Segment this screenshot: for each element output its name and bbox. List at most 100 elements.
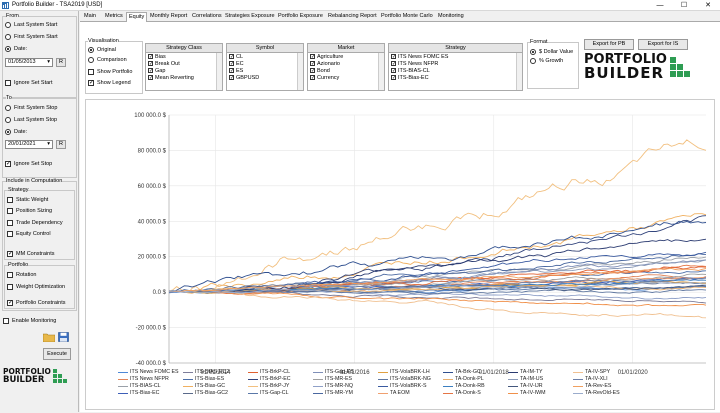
tab-portfolio-exposure[interactable]: Portfolio Exposure [278,13,323,19]
symbol-header: Symbol [227,44,303,53]
rotation-checkbox[interactable]: Rotation [7,272,37,278]
radio-icon [5,22,11,28]
equity-chart-svg: 100 000.0 $ 80 000.0 $ 60 000.0 $ 40 000.0 … [134,113,707,376]
execute-button[interactable]: Execute [43,348,71,360]
symbol-filter[interactable]: Symbol CL EC ES GBPUSD [226,43,304,91]
filter-item[interactable]: Bias [146,53,222,60]
format-dollar-radio[interactable]: $ Dollar Value [530,49,573,55]
format-group [527,42,579,89]
tab-main[interactable]: Main [84,13,96,19]
scrollbar[interactable] [516,53,522,90]
portfolio-constraints-checkbox[interactable]: Portfolio Constraints [7,299,66,307]
y-tick-label: 60 000.0 $ [138,184,167,190]
date-dropdown-icon[interactable]: ▾ [47,59,50,65]
from-date-field[interactable]: 01/05/2013 ▾ [5,58,53,67]
legend-swatch [508,385,518,387]
trade-dependency-checkbox[interactable]: Trade Dependency [7,220,63,226]
to-option-date[interactable]: Date: [5,129,27,135]
folder-icon[interactable] [43,332,55,342]
legend-label: ITS-BIAS-CL [130,383,161,389]
checkbox-checked-icon [148,67,153,74]
visualisation-original-radio[interactable]: Original [88,47,116,53]
filter-item[interactable]: Agriculture [308,53,384,60]
checkbox-checked-icon [391,74,396,81]
scrollbar[interactable] [297,53,303,90]
legend-swatch [118,378,128,380]
to-option-first-system-stop[interactable]: First System Stop [5,105,57,111]
legend-item: TA-IM-US [508,376,543,382]
from-group [2,16,77,98]
export-is-button[interactable]: Export for IS [638,39,688,50]
tab-rebalancing-report[interactable]: Rebalancing Report [328,13,377,19]
to-date-field[interactable]: 20/01/2021 ▾ [5,140,53,149]
y-tick-label: 0.0 $ [153,290,167,296]
tab-monitoring[interactable]: Monitoring [438,13,464,19]
legend-swatch [508,392,518,394]
window-title: Portfolio Builder - TSA2019 [USD] [12,2,103,8]
show-portfolio-checkbox[interactable]: Show Portfolio [88,69,132,75]
series-line [169,267,707,293]
legend-item: ITS-MR-ES [313,376,352,382]
filter-item[interactable]: EC [227,60,303,67]
enable-monitoring-checkbox[interactable]: Enable Monitoring [3,318,56,324]
series-line [169,291,707,307]
filter-item[interactable]: Bond [308,67,384,74]
filter-item[interactable]: Azionario [308,60,384,67]
from-option-last-system-start[interactable]: Last System Start [5,22,57,28]
tab-monthly-report[interactable]: Monthly Report [150,13,188,19]
equity-control-checkbox[interactable]: Equity Control [7,231,51,237]
filter-item[interactable]: Currency [308,74,384,81]
legend-item: TA-IV-IJR [508,383,543,389]
from-reset-button[interactable]: R [56,58,66,67]
legend-swatch [248,392,258,394]
scrollbar[interactable] [378,53,384,90]
filter-item[interactable]: Break Out [146,60,222,67]
ignore-set-start-checkbox[interactable]: Ignore Set Start [5,80,53,86]
filter-item[interactable]: CL [227,53,303,60]
y-tick-label: 20 000.0 $ [138,255,167,261]
date-dropdown-icon[interactable]: ▾ [47,141,50,147]
close-button[interactable]: ✕ [705,2,711,9]
to-reset-button[interactable]: R [56,140,66,149]
tab-equity[interactable]: Equity [126,12,148,22]
checkbox-icon [7,272,13,278]
legend-item: ITS News NFPR [118,376,169,382]
to-option-last-system-stop[interactable]: Last System Stop [5,117,57,123]
format-growth-radio[interactable]: % Growth [530,58,563,64]
tab-strategies-exposure[interactable]: Strategies Exposure [225,13,275,19]
position-sizing-checkbox[interactable]: Position Sizing [7,208,52,214]
scrollbar[interactable] [216,53,222,90]
strategy-class-filter[interactable]: Strategy Class Bias Break Out Gap Mean R… [145,43,223,91]
x-tick-label: 01/01/2016 [340,370,371,376]
tab-correlations[interactable]: Correlations [192,13,222,19]
filter-item[interactable]: GBPUSD [227,74,303,81]
filter-item[interactable]: ITS-Bias-EC [389,74,522,81]
filter-item[interactable]: Mean Reverting [146,74,222,81]
from-option-first-system-start[interactable]: First System Start [5,34,58,40]
strategy-filter[interactable]: Strategy ITS News FOMC ES ITS News NFPR … [388,43,523,91]
minimize-button[interactable]: — [656,2,664,9]
weight-optimization-checkbox[interactable]: Weight Optimization [7,284,65,290]
legend-label: TA-RevOld-ES [585,390,620,396]
radio-icon [5,105,11,111]
maximize-button[interactable]: ☐ [680,2,688,9]
show-legend-checkbox[interactable]: Show Legend [88,79,131,87]
static-weight-checkbox[interactable]: Static Weight [7,197,48,203]
export-pb-button[interactable]: Export for PB [584,39,634,50]
market-filter[interactable]: Market Agriculture Azionario Bond Curren… [307,43,385,91]
save-icon[interactable] [58,332,69,342]
tab-metrics[interactable]: Metrics [105,13,123,19]
visualisation-comparison-radio[interactable]: Comparison [88,57,127,63]
ignore-set-stop-checkbox[interactable]: Ignore Set Stop [5,160,52,168]
legend-item: ITS-VolaBRK-S [378,383,427,389]
title-bar: Portfolio Builder - TSA2019 [USD] — ☐ ✕ [0,0,720,11]
filter-item[interactable]: ES [227,67,303,74]
tab-portfolio-monte-carlo[interactable]: Portfolio Monte Carlo [381,13,433,19]
filter-item[interactable]: Gap [146,67,222,74]
from-option-date[interactable]: Date: [5,46,27,52]
filter-item[interactable]: ITS News NFPR [389,60,522,67]
filter-item[interactable]: ITS News FOMC ES [389,53,522,60]
filter-item[interactable]: ITS-BIAS-CL [389,67,522,74]
format-label: Format [530,39,548,45]
mm-constraints-checkbox[interactable]: MM Constraints [7,250,55,258]
